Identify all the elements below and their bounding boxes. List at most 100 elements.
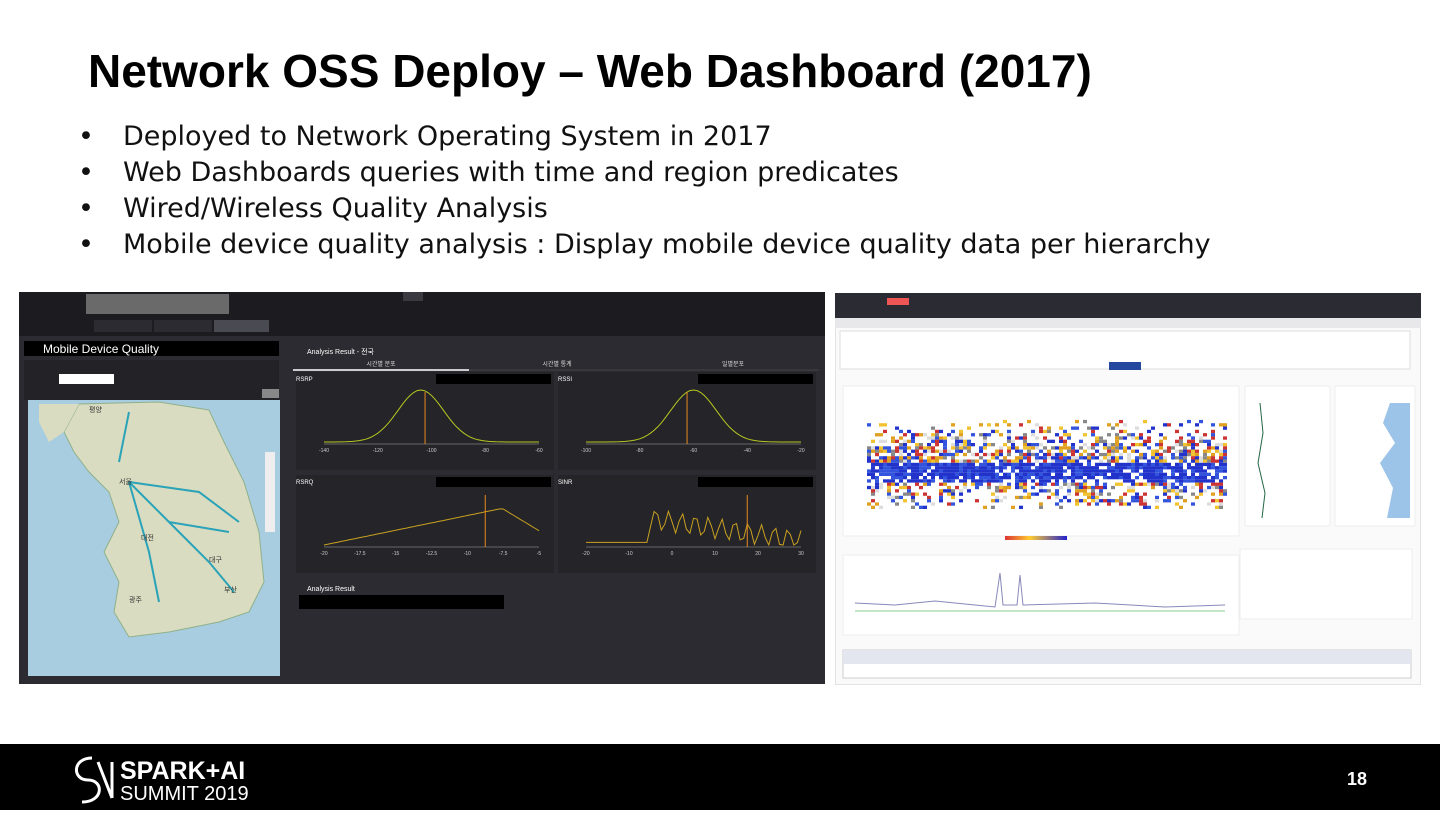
heat-cell <box>1203 462 1207 467</box>
heat-cell <box>891 459 895 463</box>
heat-cell <box>887 482 891 486</box>
heat-cell <box>1163 482 1167 486</box>
heat-cell <box>1115 462 1119 467</box>
heat-cell <box>1019 479 1023 483</box>
heat-cell <box>1171 476 1175 480</box>
heat-cell <box>1039 476 1043 480</box>
heat-cell <box>995 456 999 460</box>
heat-cell <box>979 423 983 427</box>
heat-cell <box>1039 479 1043 483</box>
heat-cell <box>1051 452 1055 457</box>
heat-cell <box>955 459 959 463</box>
heat-cell <box>1055 433 1059 437</box>
collapse <box>403 292 423 301</box>
heat-cell <box>979 479 983 483</box>
heat-cell <box>1123 502 1127 506</box>
heat-cell <box>887 466 891 470</box>
heat-cell <box>1131 436 1135 440</box>
heat-cell <box>1139 502 1143 506</box>
heat-cell <box>1059 505 1063 509</box>
heat-cell <box>1091 429 1095 434</box>
heat-cell <box>1127 452 1131 457</box>
heat-cell <box>931 462 935 467</box>
heat-cell <box>999 452 1003 457</box>
heat-cell <box>947 476 951 480</box>
heat-cell <box>1151 426 1155 430</box>
heat-cell <box>1131 466 1135 470</box>
heat-cell <box>1015 472 1019 476</box>
heat-cell <box>959 492 963 496</box>
heat-cell <box>1123 466 1127 470</box>
heat-cell <box>871 472 875 476</box>
heat-cell <box>879 433 883 437</box>
heat-cell <box>1159 456 1163 460</box>
heat-cell <box>1031 462 1035 467</box>
heat-cell <box>1179 456 1183 460</box>
heat-cell <box>911 466 915 470</box>
heat-cell <box>1007 423 1011 427</box>
heat-cell <box>907 485 911 490</box>
heat-cell <box>955 449 959 453</box>
map-label: 평양 <box>89 405 102 414</box>
heat-cell <box>927 472 931 476</box>
heat-cell <box>1147 482 1151 486</box>
heat-cell <box>971 452 975 457</box>
heat-cell <box>903 456 907 460</box>
heat-cell <box>1095 479 1099 483</box>
heat-cell <box>871 492 875 496</box>
heat-cell <box>1151 479 1155 483</box>
heat-cell <box>1187 419 1191 424</box>
curve <box>323 508 540 546</box>
heat-cell <box>915 452 919 457</box>
heat-cell <box>1039 472 1043 476</box>
heat-cell <box>1007 429 1011 434</box>
heat-cell <box>1111 443 1115 447</box>
heat-cell <box>895 449 899 453</box>
heat-cell <box>1071 482 1075 486</box>
heat-cell <box>883 446 887 450</box>
heat-cell <box>1019 449 1023 453</box>
heat-cell <box>979 462 983 467</box>
heat-cell <box>903 443 907 447</box>
heat-cell <box>1067 446 1071 450</box>
heat-cell <box>1223 466 1227 470</box>
heat-cell <box>1019 495 1023 500</box>
heat-cell <box>1147 466 1151 470</box>
heat-cell <box>1023 495 1027 500</box>
heat-cell <box>879 466 883 470</box>
heat-cell <box>1087 446 1091 450</box>
heat-cell <box>999 446 1003 450</box>
heat-cell <box>903 449 907 453</box>
x-tick-label: -10 <box>625 551 632 557</box>
heat-cell <box>1199 459 1203 463</box>
heat-cell <box>1035 443 1039 447</box>
heat-cell <box>1043 476 1047 480</box>
heat-cell <box>943 436 947 440</box>
heat-cell <box>1075 482 1079 486</box>
heat-cell <box>879 505 883 509</box>
heat-cell <box>959 469 963 473</box>
heat-cell <box>1159 462 1163 467</box>
heat-cell <box>1131 495 1135 500</box>
heat-cell <box>951 436 955 440</box>
heat-cell <box>931 433 935 437</box>
heat-cell <box>875 462 879 467</box>
heat-cell <box>903 446 907 450</box>
heat-cell <box>1083 479 1087 483</box>
heat-cell <box>927 462 931 467</box>
heat-cell <box>1119 499 1123 503</box>
heat-cell <box>943 482 947 486</box>
heat-cell <box>995 472 999 476</box>
heat-cell <box>1055 476 1059 480</box>
heat-cell <box>1027 466 1031 470</box>
heat-cell <box>1083 433 1087 437</box>
heat-cell <box>899 443 903 447</box>
heat-cell <box>1019 466 1023 470</box>
heat-cell <box>1127 489 1131 493</box>
heat-cell <box>1099 492 1103 496</box>
heat-cell <box>1171 472 1175 476</box>
heat-cell <box>1167 499 1171 503</box>
heat-cell <box>1015 495 1019 500</box>
heat-cell <box>967 462 971 467</box>
heat-cell <box>1191 452 1195 457</box>
